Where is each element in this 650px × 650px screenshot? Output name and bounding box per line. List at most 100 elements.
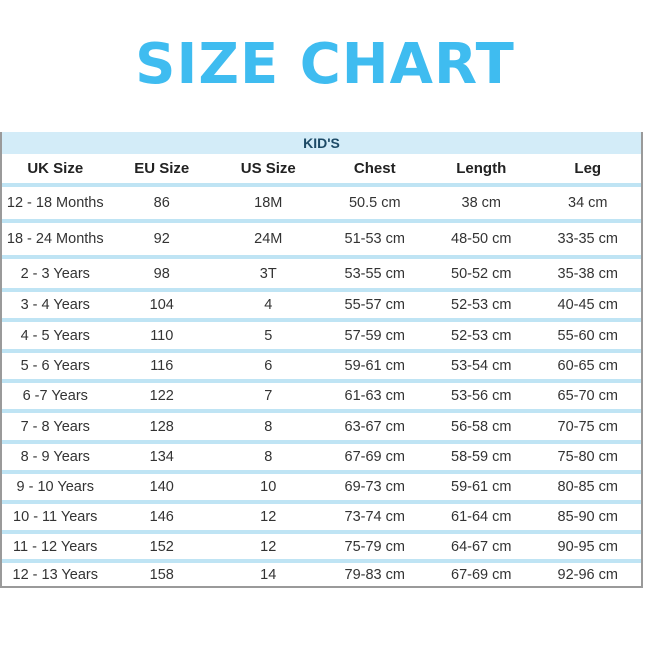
table-cell: 63-67 cm [321,409,428,442]
table-cell: 12 - 18 Months [2,183,109,221]
table-row: 3 - 4 Years 104 4 55-57 cm 52-53 cm 40-45 cm [2,288,641,320]
table-cell: 75-79 cm [321,530,428,561]
table-cell: 35-38 cm [534,255,641,290]
table-cell: 61-63 cm [321,379,428,411]
table-cell: 56-58 cm [428,409,535,442]
table-cell: 57-59 cm [321,318,428,351]
column-header-row: UK Size EU Size US Size Chest Length Leg [2,154,641,185]
table-cell: 8 - 9 Years [2,440,109,472]
table-row: 4 - 5 Years 110 5 57-59 cm 52-53 cm 55-60 cm [2,318,641,351]
table-cell: 9 - 10 Years [2,470,109,502]
table-cell: 122 [108,379,215,411]
table-cell: 79-83 cm [321,559,428,586]
table-cell: 38 cm [428,183,535,221]
table-cell: 104 [108,288,215,320]
table-row: 12 - 18 Months 86 18M 50.5 cm 38 cm 34 cm [2,183,641,221]
table-row: 9 - 10 Years 140 10 69-73 cm 59-61 cm 80-85 c… [2,470,641,502]
column-header: UK Size [27,160,84,177]
table-cell: 110 [108,318,215,351]
table-cell: 34 cm [534,183,641,221]
table-cell: 73-74 cm [321,500,428,532]
table-cell: 53-55 cm [321,255,428,290]
table-cell: 3 - 4 Years [2,288,109,320]
column-header: Length [456,160,507,177]
table-cell: 12 [215,500,322,532]
table-cell: 75-80 cm [534,440,641,472]
table-cell: 10 - 11 Years [2,500,109,532]
table-cell: 86 [108,183,215,221]
table-cell: 51-53 cm [321,219,428,257]
table-cell: 152 [108,530,215,561]
table-row: 8 - 9 Years 134 8 67-69 cm 58-59 cm 75-80 cm [2,440,641,472]
column-header: Chest [353,160,396,177]
table-cell: 24M [215,219,322,257]
table-cell: 5 - 6 Years [2,349,109,381]
table-cell: 53-56 cm [428,379,535,411]
column-header: Leg [574,160,602,177]
table-cell: 52-53 cm [428,288,535,320]
table-cell: 61-64 cm [428,500,535,532]
table-cell: 40-45 cm [534,288,641,320]
table-row: 7 - 8 Years 128 8 63-67 cm 56-58 cm 70-75 cm [2,409,641,442]
table-cell: 80-85 cm [534,470,641,502]
table-cell: 33-35 cm [534,219,641,257]
table-row: 6 -7 Years 122 7 61-63 cm 53-56 cm 65-70 cm [2,379,641,411]
table-row: 12 - 13 Years 158 14 79-83 cm 67-69 cm 92-96 … [2,559,641,586]
table-cell: 90-95 cm [534,530,641,561]
table-cell: 158 [108,559,215,586]
table-cell: 59-61 cm [428,470,535,502]
column-header: US Size [240,160,296,177]
table-cell: 4 - 5 Years [2,318,109,351]
table-row: 5 - 6 Years 116 6 59-61 cm 53-54 cm 60-65 cm [2,349,641,381]
column-header: EU Size [134,160,190,177]
table-cell: 14 [215,559,322,586]
table-cell: 12 [215,530,322,561]
table-cell: 55-60 cm [534,318,641,351]
table-cell: 134 [108,440,215,472]
table-cell: 59-61 cm [321,349,428,381]
table-cell: 55-57 cm [321,288,428,320]
table-row: 10 - 11 Years 146 12 73-74 cm 61-64 cm 85-90 … [2,500,641,532]
table-cell: 65-70 cm [534,379,641,411]
table-cell: 64-67 cm [428,530,535,561]
table-cell: 70-75 cm [534,409,641,442]
table-cell: 18M [215,183,322,221]
table-cell: 7 - 8 Years [2,409,109,442]
table-cell: 52-53 cm [428,318,535,351]
table-cell: 60-65 cm [534,349,641,381]
table-cell: 140 [108,470,215,502]
table-cell: 58-59 cm [428,440,535,472]
table-cell: 67-69 cm [428,559,535,586]
table-cell: 6 [215,349,322,381]
table-cell: 8 [215,440,322,472]
table-cell: 67-69 cm [321,440,428,472]
table-body: 12 - 18 Months 86 18M 50.5 cm 38 cm 34 cm 18 -… [2,183,641,586]
table-cell: 7 [215,379,322,411]
page-title: SIZE CHART [135,32,515,97]
table-cell: 50-52 cm [428,255,535,290]
table-cell: 2 - 3 Years [2,255,109,290]
table-cell: 12 - 13 Years [2,559,109,586]
section-header: KID'S [2,132,641,154]
table-cell: 5 [215,318,322,351]
table-cell: 116 [108,349,215,381]
table-cell: 128 [108,409,215,442]
table-cell: 8 [215,409,322,442]
table-cell: 6 -7 Years [2,379,109,411]
table-cell: 3T [215,255,322,290]
table-row: 18 - 24 Months 92 24M 51-53 cm 48-50 cm 33-35… [2,219,641,257]
table-cell: 18 - 24 Months [2,219,109,257]
table-cell: 98 [108,255,215,290]
table-cell: 53-54 cm [428,349,535,381]
table-cell: 4 [215,288,322,320]
table-row: 2 - 3 Years 98 3T 53-55 cm 50-52 cm 35-38 cm [2,255,641,290]
table-cell: 92 [108,219,215,257]
table-cell: 146 [108,500,215,532]
table-cell: 69-73 cm [321,470,428,502]
table-cell: 10 [215,470,322,502]
table-cell: 11 - 12 Years [2,530,109,561]
table-cell: 48-50 cm [428,219,535,257]
table-cell: 92-96 cm [534,559,641,586]
size-chart-table: KID'S UK Size EU Size US Size Chest Length Le… [0,132,643,588]
table-cell: 50.5 cm [321,183,428,221]
